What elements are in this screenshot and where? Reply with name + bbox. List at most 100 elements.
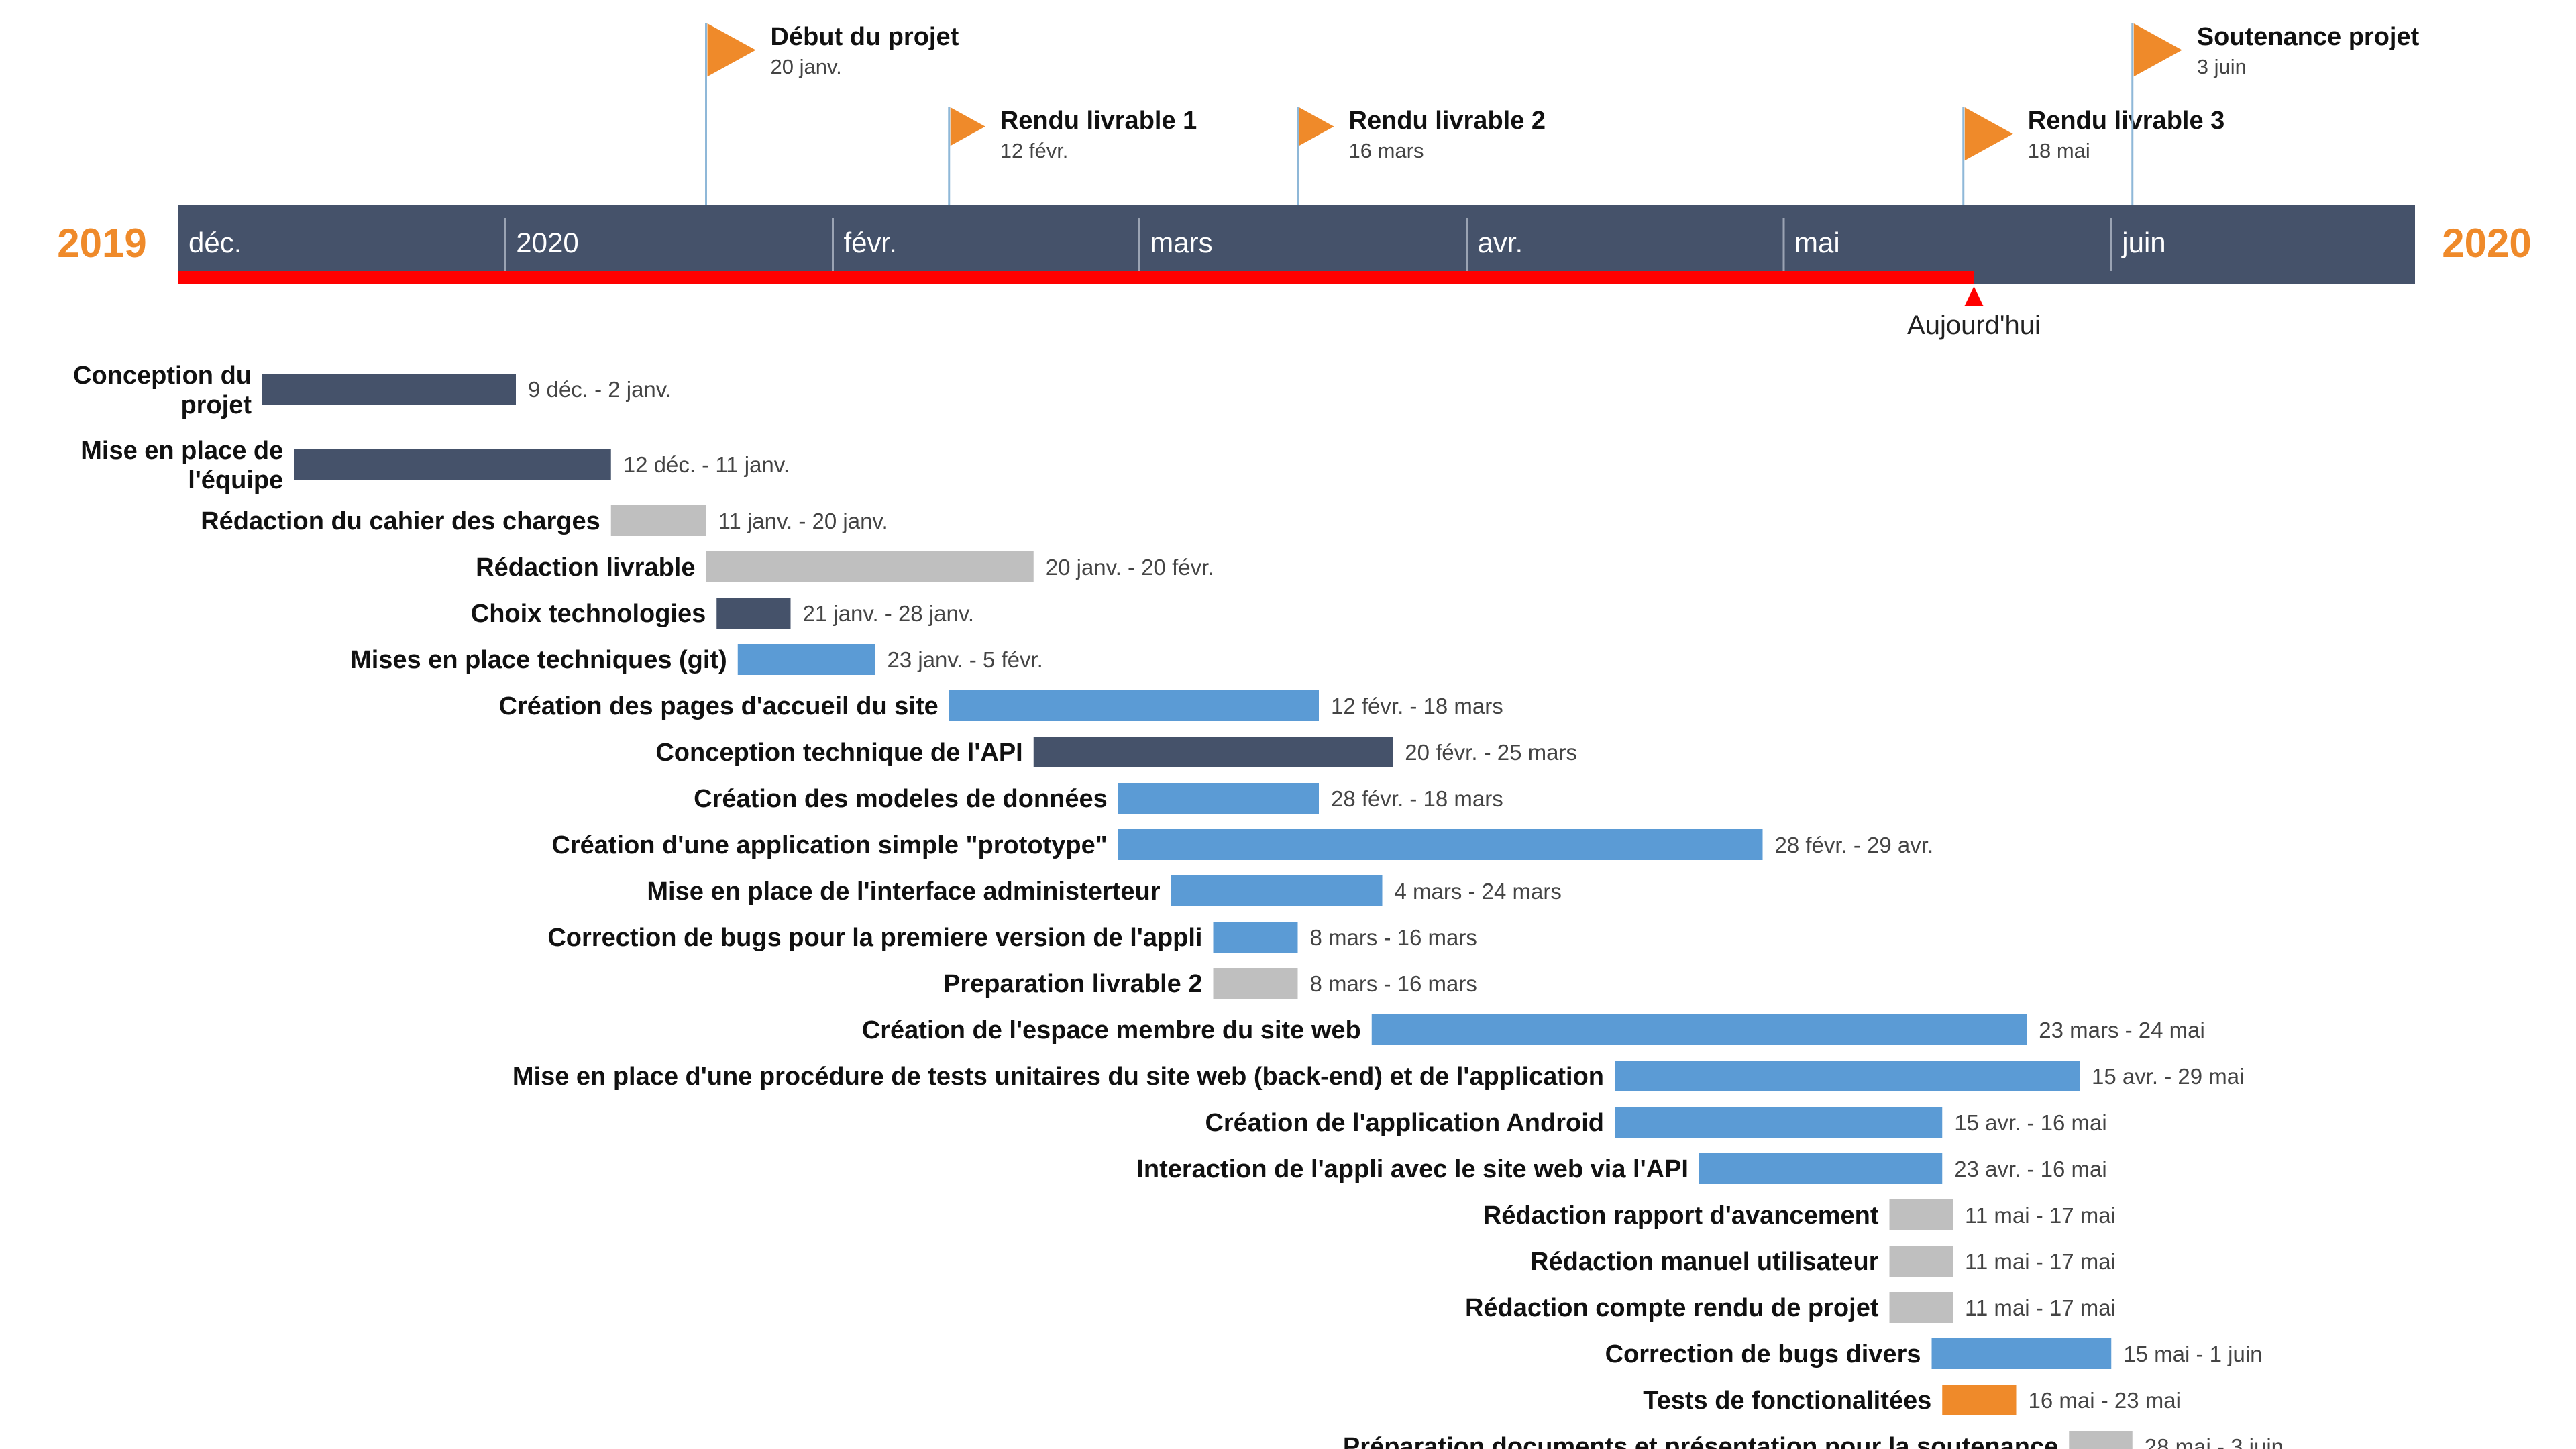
task-dates: 23 avr. - 16 mai [1954, 1157, 2106, 1181]
milestone-date: 18 mai [2028, 139, 2090, 162]
task-label: Rédaction livrable [476, 553, 695, 582]
year-end-label: 2020 [2442, 221, 2531, 266]
task-label: Rédaction du cahier des charges [201, 507, 600, 535]
milestone-date: 12 févr. [1000, 139, 1069, 162]
task-dates: 11 janv. - 20 janv. [718, 508, 888, 533]
task-dates: 15 avr. - 29 mai [2092, 1064, 2244, 1089]
task-label: Interaction de l'appli avec le site web … [1136, 1155, 1688, 1183]
task-bar [262, 374, 516, 405]
month-label: mai [1794, 227, 1840, 258]
task-label: Conception du [73, 362, 252, 390]
milestone-title: Rendu livrable 1 [1000, 107, 1197, 135]
milestone-title: Rendu livrable 2 [1349, 107, 1546, 135]
task-dates: 12 déc. - 11 janv. [623, 452, 790, 477]
task-bar [1171, 875, 1383, 906]
task-bar [706, 551, 1034, 582]
task-bar [1889, 1246, 1953, 1277]
milestones-layer: Début du projet 20 janv. Rendu livrable 1 1… [705, 23, 2420, 205]
task-dates: 8 mars - 16 mars [1310, 971, 1477, 996]
milestone-title: Début du projet [771, 23, 959, 51]
task-label: Préparation documents et présentation po… [1343, 1433, 2058, 1449]
task-dates: 11 mai - 17 mai [1965, 1203, 2116, 1228]
task-label: Tests de fonctionalitées [1643, 1387, 1931, 1415]
task-dates: 28 mai - 3 juin [2145, 1434, 2284, 1449]
task-bar [294, 449, 611, 480]
task-label: Mises en place techniques (git) [350, 646, 727, 674]
month-label: mars [1150, 227, 1212, 258]
month-label: févr. [844, 227, 897, 258]
today-progress-bar [178, 271, 1974, 284]
timeline-band: déc. 2020 févr. mars avr. mai juin 2019 2020 A… [57, 205, 2532, 340]
task-bar [1889, 1292, 1953, 1323]
task-dates: 21 janv. - 28 janv. [803, 601, 975, 626]
task-dates: 15 avr. - 16 mai [1954, 1110, 2106, 1135]
task-dates: 23 janv. - 5 févr. [888, 647, 1043, 672]
task-dates: 20 janv. - 20 févr. [1046, 555, 1214, 580]
task-bar [949, 690, 1319, 721]
task-label: projet [180, 391, 252, 419]
task-bar [1931, 1338, 2112, 1369]
year-start-label: 2019 [57, 221, 146, 266]
task-label: Création de l'espace membre du site web [862, 1016, 1361, 1044]
task-dates: 28 févr. - 18 mars [1331, 786, 1503, 811]
task-bar [2069, 1431, 2133, 1449]
milestone-flag-icon [1299, 107, 1334, 146]
task-bar [610, 505, 706, 536]
today-marker [1964, 286, 1984, 306]
task-dates: 12 févr. - 18 mars [1331, 694, 1503, 718]
task-bar [1615, 1061, 2080, 1091]
task-bar [1213, 968, 1298, 999]
milestone-date: 16 mars [1349, 139, 1424, 162]
milestone-date: 20 janv. [771, 55, 842, 78]
task-label: Création d'une application simple "proto… [551, 831, 1107, 859]
month-label: avr. [1478, 227, 1523, 258]
task-label: Création des pages d'accueil du site [499, 692, 938, 720]
task-label: Correction de bugs divers [1605, 1340, 1921, 1368]
task-label: Preparation livrable 2 [943, 970, 1203, 998]
month-label: déc. [189, 227, 241, 258]
task-label: Mise en place de [80, 437, 283, 465]
task-bar [1118, 829, 1763, 860]
task-bar [1942, 1385, 2017, 1415]
task-label: Création de l'application Android [1205, 1109, 1604, 1137]
task-bar [1213, 922, 1298, 953]
task-dates: 11 mai - 17 mai [1965, 1249, 2116, 1274]
month-labels: déc. 2020 févr. mars avr. mai juin [189, 218, 2166, 271]
task-label: Mise en place d'une procédure de tests u… [513, 1063, 1604, 1091]
today-label: Aujourd'hui [1907, 311, 2041, 340]
task-dates: 11 mai - 17 mai [1965, 1295, 2116, 1320]
timeline-band-background [178, 205, 2415, 284]
task-bar [1033, 737, 1393, 767]
milestone-title: Soutenance projet [2197, 23, 2420, 51]
milestone-flag-icon [707, 23, 756, 77]
milestone-flag-icon [2133, 23, 2182, 77]
month-label: 2020 [516, 227, 578, 258]
task-bar [737, 644, 875, 675]
task-label: Mise en place de l'interface administert… [647, 877, 1160, 906]
task-dates: 28 févr. - 29 avr. [1775, 833, 1934, 857]
task-bar [1615, 1107, 1943, 1138]
task-dates: 20 févr. - 25 mars [1405, 740, 1577, 765]
task-bar [1699, 1153, 1943, 1184]
milestone-date: 3 juin [2197, 55, 2247, 78]
task-label: Rédaction compte rendu de projet [1465, 1294, 1879, 1322]
milestone-flag-icon [950, 107, 985, 146]
task-bar [1118, 783, 1319, 814]
task-label: Choix technologies [471, 600, 706, 628]
task-dates: 9 déc. - 2 janv. [528, 377, 672, 402]
task-bar [716, 598, 791, 629]
milestone-title: Rendu livrable 3 [2028, 107, 2225, 135]
milestone-flag-icon [1964, 107, 2013, 161]
task-dates: 8 mars - 16 mars [1310, 925, 1477, 950]
task-label: Création des modeles de données [694, 785, 1108, 813]
task-dates: 15 mai - 1 juin [2123, 1342, 2262, 1366]
task-label: Rédaction rapport d'avancement [1483, 1201, 1879, 1230]
task-label: Correction de bugs pour la premiere vers… [547, 924, 1202, 952]
task-bar [1371, 1014, 2027, 1045]
task-label: Rédaction manuel utilisateur [1530, 1248, 1879, 1276]
task-label: l'équipe [188, 466, 283, 494]
task-label: Conception technique de l'API [655, 739, 1022, 767]
task-dates: 23 mars - 24 mai [2039, 1018, 2205, 1042]
